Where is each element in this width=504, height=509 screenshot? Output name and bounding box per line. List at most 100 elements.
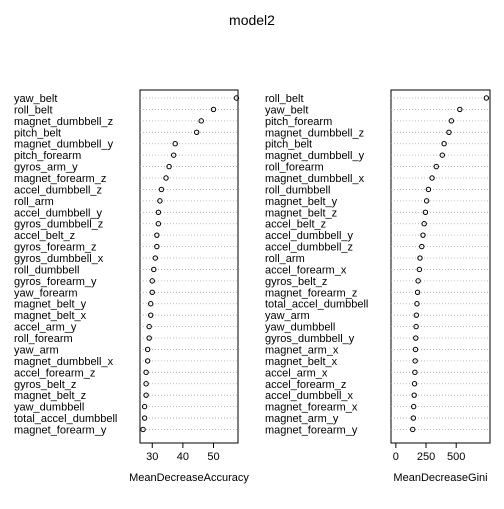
- data-point: [149, 278, 155, 284]
- row-label: gyros_belt_z: [14, 379, 76, 391]
- row-label: magnet_belt_x: [14, 310, 87, 322]
- data-point: [146, 335, 152, 341]
- row-label: roll_arm: [265, 253, 305, 265]
- row-label: total_accel_dumbbell: [14, 413, 117, 425]
- row-label: gyros_arm_y: [14, 162, 78, 174]
- data-point: [143, 369, 149, 376]
- row-label: pitch_belt: [265, 139, 312, 151]
- x-tick-label: 500: [447, 451, 465, 463]
- data-point: [198, 118, 204, 124]
- row-label: pitch_belt: [14, 127, 61, 139]
- data-point: [140, 426, 146, 433]
- data-point: [425, 186, 432, 193]
- row-label: accel_forearm_z: [14, 367, 95, 379]
- row-label: gyros_belt_z: [265, 276, 327, 288]
- data-point: [148, 301, 154, 307]
- data-point: [141, 415, 148, 421]
- row-label: magnet_forearm_z: [265, 287, 357, 299]
- data-point: [410, 426, 416, 433]
- data-point: [416, 266, 423, 273]
- data-point: [158, 186, 165, 193]
- data-point: [439, 152, 446, 158]
- row-label: yaw_forearm: [14, 287, 78, 299]
- row-label: magnet_dumbbell_z: [14, 116, 113, 128]
- row-label: gyros_dumbbell_y: [265, 333, 355, 345]
- row-label: accel_forearm_z: [265, 379, 346, 391]
- data-point: [410, 415, 417, 421]
- data-point: [151, 266, 157, 273]
- row-label: gyros_forearm_y: [14, 276, 97, 288]
- data-point: [144, 358, 151, 364]
- row-label: accel_arm_x: [265, 367, 328, 379]
- data-point: [155, 209, 162, 216]
- data-point: [141, 403, 148, 410]
- data-point: [429, 175, 435, 181]
- row-label: roll_belt: [14, 104, 53, 116]
- data-point: [155, 221, 162, 227]
- row-label: yaw_arm: [265, 310, 310, 322]
- data-point: [193, 129, 200, 135]
- data-point: [412, 346, 419, 353]
- plot-frame: [390, 89, 491, 444]
- data-point: [412, 369, 418, 376]
- row-label: magnet_belt_y: [265, 196, 338, 208]
- row-label: gyros_dumbbell_z: [14, 219, 103, 231]
- data-point: [417, 255, 423, 261]
- data-point: [414, 301, 420, 307]
- row-label: gyros_dumbbell_x: [14, 253, 104, 265]
- row-label: pitch_forearm: [265, 116, 332, 128]
- row-label: magnet_arm_x: [265, 344, 339, 356]
- data-point: [483, 95, 490, 101]
- data-point: [457, 106, 463, 113]
- data-point: [414, 289, 421, 296]
- data-point: [423, 198, 430, 204]
- row-label: accel_arm_y: [14, 322, 77, 334]
- row-label: magnet_forearm_x: [265, 402, 358, 414]
- row-label: magnet_dumbbell_x: [265, 173, 365, 185]
- data-point: [413, 312, 420, 318]
- row-label: accel_dumbbell_z: [265, 242, 353, 254]
- data-point: [170, 152, 177, 158]
- row-label: accel_belt_z: [14, 230, 75, 242]
- row-label: roll_dumbbell: [265, 184, 330, 196]
- row-label: pitch_forearm: [14, 150, 81, 162]
- data-point: [419, 243, 425, 250]
- data-point: [413, 335, 419, 341]
- data-point: [144, 346, 151, 353]
- data-point: [143, 381, 149, 387]
- row-label: yaw_arm: [14, 344, 59, 356]
- data-point: [233, 95, 240, 101]
- data-point: [157, 198, 163, 204]
- data-point: [149, 289, 155, 296]
- row-label: magnet_belt_z: [265, 207, 337, 219]
- data-point: [154, 232, 160, 238]
- row-label: magnet_forearm_y: [265, 424, 358, 436]
- data-point: [152, 255, 159, 261]
- row-label: accel_forearm_x: [265, 264, 347, 276]
- panel-2: roll_beltyaw_beltpitch_forearmmagnet_dum…: [265, 89, 491, 484]
- data-point: [163, 175, 169, 181]
- row-label: magnet_arm_y: [265, 413, 339, 425]
- row-label: accel_dumbbell_x: [265, 390, 354, 402]
- row-label: roll_belt: [265, 93, 304, 105]
- data-point: [441, 141, 447, 147]
- row-label: accel_dumbbell_y: [14, 207, 103, 219]
- row-label: magnet_dumbbell_y: [265, 150, 365, 162]
- data-point: [411, 392, 417, 398]
- x-tick-label: 250: [417, 451, 435, 463]
- row-label: accel_belt_z: [265, 219, 326, 231]
- row-label: accel_dumbbell_z: [14, 184, 102, 196]
- data-point: [446, 129, 452, 135]
- row-label: magnet_belt_y: [14, 299, 87, 311]
- x-axis-label: MeanDecreaseGini: [393, 472, 487, 484]
- data-point: [411, 381, 418, 387]
- data-point: [166, 163, 172, 170]
- data-point: [422, 209, 429, 216]
- data-point: [210, 106, 217, 113]
- x-tick-label: 0: [393, 451, 399, 463]
- row-label: total_accel_dumbbell: [265, 299, 368, 311]
- row-label: roll_arm: [14, 196, 54, 208]
- row-label: magnet_forearm_z: [14, 173, 106, 185]
- plot-frame: [139, 89, 239, 444]
